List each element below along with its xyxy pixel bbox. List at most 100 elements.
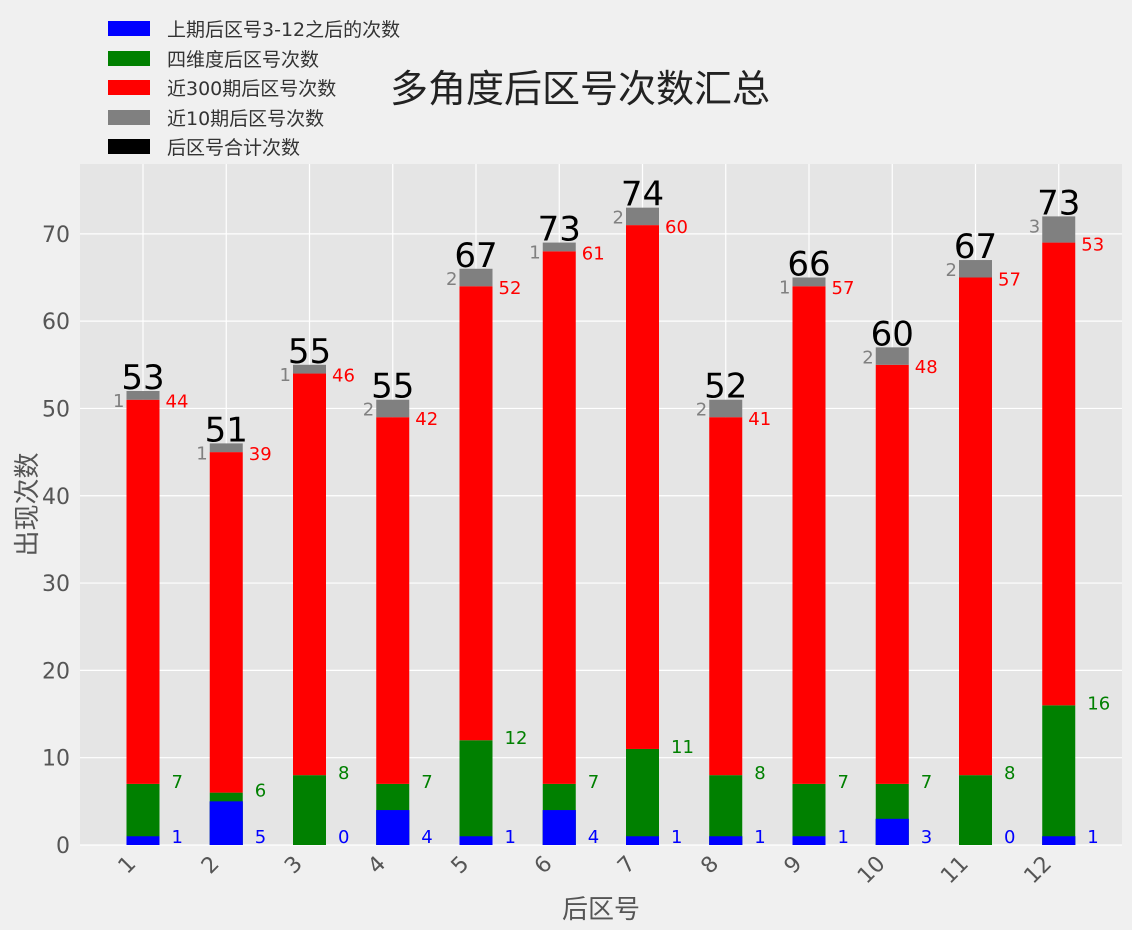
data-label-series-3: 57 xyxy=(832,278,855,299)
data-label-total: 73 xyxy=(538,210,581,250)
data-label-series-2: 11 xyxy=(671,737,694,758)
y-tick-label: 50 xyxy=(42,397,70,422)
legend-item: 上期后区号3-12之后的次数 xyxy=(108,14,400,44)
bar-segment-series-3 xyxy=(709,417,743,776)
bar-segment-series-3 xyxy=(459,286,493,741)
y-tick-label: 0 xyxy=(56,834,70,859)
y-tick-label: 30 xyxy=(42,572,70,597)
x-tick-label: 1 xyxy=(114,852,142,880)
x-axis-label: 后区号 xyxy=(562,895,640,925)
bar-segment-series-4 xyxy=(875,347,909,365)
data-label-series-3: 42 xyxy=(415,409,438,430)
bar-segment-series-4 xyxy=(709,399,743,418)
legend-label: 上期后区号3-12之后的次数 xyxy=(167,19,401,42)
bar-segment-series-4 xyxy=(459,268,493,287)
chart-title: 多角度后区号次数汇总 xyxy=(390,67,771,111)
bar-segment-series-3 xyxy=(875,364,909,784)
data-label-series-4: 2 xyxy=(613,208,624,229)
legend-label: 近10期后区号次数 xyxy=(167,107,325,130)
data-label-series-2: 6 xyxy=(255,781,266,802)
data-label-series-4: 2 xyxy=(696,400,707,421)
bar-segment-series-4 xyxy=(209,443,243,453)
legend-swatch xyxy=(108,80,150,96)
data-label-series-3: 60 xyxy=(665,217,688,238)
data-label-series-3: 48 xyxy=(915,357,938,378)
data-label-series-1: 1 xyxy=(671,827,682,848)
data-label-total: 60 xyxy=(871,314,914,354)
bar-segment-series-4 xyxy=(542,242,576,252)
data-label-total: 52 xyxy=(704,367,747,407)
data-label-total: 53 xyxy=(121,358,164,398)
bar-segment-series-1 xyxy=(1042,836,1076,845)
x-tick-label: 4 xyxy=(363,852,391,880)
bar-segment-series-3 xyxy=(792,286,826,784)
data-label-series-1: 1 xyxy=(754,827,765,848)
bar-segment-series-1 xyxy=(626,836,659,845)
data-label-series-2: 8 xyxy=(1004,763,1015,784)
bar-segment-series-2 xyxy=(126,783,160,845)
data-label-total: 66 xyxy=(787,245,830,285)
y-tick-label: 10 xyxy=(42,747,70,772)
bar-segment-series-4 xyxy=(959,260,992,278)
legend: 上期后区号3-12之后的次数 四维度后区号次数 近300期后区号次数 近10期后… xyxy=(108,14,400,162)
data-label-total: 73 xyxy=(1037,183,1080,223)
data-label-series-2: 7 xyxy=(921,772,932,793)
data-label-series-1: 4 xyxy=(421,827,432,848)
data-label-series-4: 2 xyxy=(862,347,873,368)
legend-label: 四维度后区号次数 xyxy=(167,48,320,71)
bar-segment-series-3 xyxy=(209,452,243,793)
bar-segment-series-2 xyxy=(626,748,659,845)
bar-segment-series-4 xyxy=(626,207,659,226)
x-tick-label: 9 xyxy=(780,852,808,880)
y-axis-label: 出现次数 xyxy=(13,452,43,556)
bar-segment-series-3 xyxy=(959,277,992,776)
data-label-series-4: 1 xyxy=(779,278,790,299)
legend-swatch xyxy=(108,109,150,125)
bar-segment-series-1 xyxy=(126,836,160,845)
y-tick-label: 40 xyxy=(42,485,70,510)
bar-segment-series-1 xyxy=(542,810,576,845)
bar-segment-series-1 xyxy=(459,836,493,845)
data-label-series-3: 41 xyxy=(748,409,771,430)
data-label-total: 74 xyxy=(621,175,664,215)
data-label-series-2: 7 xyxy=(172,772,183,793)
legend-item: 四维度后区号次数 xyxy=(108,44,400,74)
bar-segment-series-1 xyxy=(209,801,243,845)
bar-segment-series-2 xyxy=(293,775,326,845)
bar-segment-series-3 xyxy=(542,251,576,784)
bar-segment-series-4 xyxy=(1042,216,1076,243)
data-label-series-3: 44 xyxy=(166,392,189,413)
data-label-series-2: 16 xyxy=(1087,693,1110,714)
data-label-total: 55 xyxy=(371,367,414,407)
bar-segment-series-1 xyxy=(875,818,909,845)
plot-background xyxy=(80,164,1122,845)
data-label-total: 67 xyxy=(454,236,497,276)
x-tick-label: 8 xyxy=(696,852,724,880)
data-label-series-1: 0 xyxy=(338,827,349,848)
data-label-total: 67 xyxy=(954,227,997,267)
data-label-series-2: 8 xyxy=(338,763,349,784)
data-label-series-1: 1 xyxy=(172,827,183,848)
data-label-series-4: 1 xyxy=(529,243,540,264)
data-label-series-4: 1 xyxy=(113,391,124,412)
data-label-series-1: 1 xyxy=(1087,827,1098,848)
data-label-series-2: 7 xyxy=(838,772,849,793)
legend-swatch xyxy=(108,50,150,66)
bar-segment-series-1 xyxy=(792,836,826,845)
x-tick-label: 6 xyxy=(530,852,558,880)
bar-segment-series-2 xyxy=(459,740,493,845)
y-tick-label: 20 xyxy=(42,659,70,684)
data-label-series-4: 2 xyxy=(363,400,374,421)
data-label-series-2: 7 xyxy=(421,772,432,793)
data-label-series-3: 57 xyxy=(998,270,1021,291)
data-label-series-1: 3 xyxy=(921,827,932,848)
data-label-series-1: 0 xyxy=(1004,827,1015,848)
bar-segment-series-2 xyxy=(709,775,743,845)
legend-item: 后区号合计次数 xyxy=(108,132,400,162)
y-tick-label: 60 xyxy=(42,310,70,335)
data-label-series-1: 1 xyxy=(838,827,849,848)
x-tick-label: 11 xyxy=(936,852,973,889)
bar-segment-series-2 xyxy=(959,775,992,845)
legend-item: 近300期后区号次数 xyxy=(108,73,400,103)
